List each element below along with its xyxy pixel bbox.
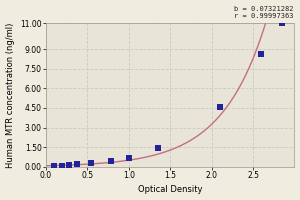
Point — [155, 146, 160, 149]
Point — [259, 53, 264, 56]
Point — [67, 164, 71, 167]
Point — [218, 105, 222, 108]
Point — [126, 157, 131, 160]
Text: b = 0.07321282
r = 0.99997363: b = 0.07321282 r = 0.99997363 — [235, 6, 294, 19]
Point — [52, 164, 57, 168]
Point — [108, 159, 113, 162]
Y-axis label: Human MTR concentration (ng/ml): Human MTR concentration (ng/ml) — [6, 22, 15, 168]
Point — [280, 21, 284, 25]
Point — [60, 164, 65, 167]
X-axis label: Optical Density: Optical Density — [138, 185, 202, 194]
Point — [89, 161, 94, 165]
Point — [75, 163, 80, 166]
